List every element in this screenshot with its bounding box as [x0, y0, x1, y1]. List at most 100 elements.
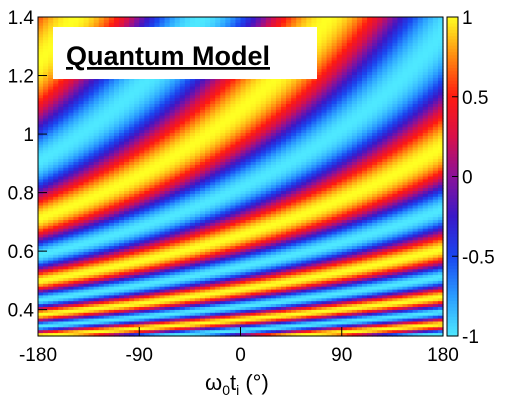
heatmap-cell [205, 83, 211, 88]
heatmap-cell [382, 185, 388, 189]
heatmap-cell [215, 115, 221, 120]
heatmap-cell [225, 156, 231, 160]
heatmap-cell [437, 182, 444, 186]
heatmap-cell [326, 133, 333, 137]
heatmap-cell [437, 173, 444, 178]
heatmap-cell [382, 17, 388, 21]
heatmap-cell [291, 121, 297, 125]
heatmap-cell [134, 22, 140, 27]
heatmap-cell [316, 133, 323, 137]
heatmap-cell [240, 22, 247, 27]
heatmap-cell [159, 130, 166, 134]
heatmap-cell [412, 121, 419, 125]
heatmap-cell [149, 115, 156, 120]
heatmap-cell [189, 176, 196, 180]
heatmap-cell [417, 101, 424, 105]
heatmap-cell [154, 141, 161, 146]
heatmap-cell [124, 22, 130, 27]
heatmap-cell [422, 133, 429, 137]
heatmap-cell [189, 138, 196, 143]
heatmap-cell [144, 112, 150, 117]
heatmap-cell [225, 106, 231, 111]
heatmap-cell [58, 147, 64, 151]
heatmap-cell [341, 185, 348, 189]
heatmap-cell [387, 92, 393, 96]
heatmap-cell [367, 34, 373, 38]
heatmap-cell [422, 72, 429, 76]
heatmap-cell [321, 176, 328, 180]
heatmap-cell [38, 31, 44, 35]
heatmap-cell [53, 176, 59, 180]
heatmap-cell [316, 150, 323, 154]
heatmap-cell [346, 101, 353, 105]
heatmap-cell [139, 191, 145, 195]
heatmap-cell [321, 22, 328, 27]
heatmap-cell [179, 95, 186, 99]
heatmap-cell [286, 191, 292, 195]
heatmap-cell [184, 118, 191, 122]
heatmap-cell [397, 173, 404, 178]
heatmap-cell [98, 162, 105, 166]
heatmap-cell [255, 153, 262, 157]
heatmap-cell [331, 109, 338, 114]
heatmap-cell [402, 63, 409, 67]
heatmap-cell [427, 19, 434, 24]
heatmap-cell [189, 173, 196, 178]
heatmap-cell [265, 101, 272, 105]
heatmap-cell [286, 176, 292, 180]
heatmap-cell [88, 77, 95, 82]
heatmap-cell [301, 17, 307, 21]
heatmap-cell [48, 188, 54, 192]
heatmap-cell [346, 162, 353, 166]
heatmap-cell [321, 95, 328, 99]
heatmap-cell [83, 89, 90, 93]
heatmap-cell [356, 156, 363, 160]
heatmap-cell [210, 86, 216, 91]
heatmap-cell [397, 17, 404, 21]
heatmap-cell [422, 115, 429, 120]
heatmap-cell [53, 170, 59, 175]
heatmap-cell [316, 124, 323, 128]
heatmap-cell [392, 48, 399, 53]
heatmap-cell [351, 48, 358, 53]
heatmap-cell [265, 127, 272, 131]
heatmap-cell [336, 48, 343, 53]
heatmap-cell [245, 19, 252, 24]
heatmap-cell [205, 147, 211, 151]
heatmap-cell [417, 135, 424, 140]
heatmap-cell [250, 144, 257, 149]
heatmap-cell [362, 106, 368, 111]
heatmap-cell [387, 138, 393, 143]
heatmap-cell [372, 188, 378, 192]
heatmap-cell [210, 112, 216, 117]
heatmap-cell [286, 95, 292, 99]
heatmap-cell [372, 43, 378, 47]
heatmap-cell [48, 130, 54, 134]
heatmap-cell [255, 167, 262, 172]
heatmap-cell [255, 182, 262, 186]
heatmap-cell [346, 173, 353, 178]
heatmap-cell [336, 127, 343, 131]
heatmap-cell [53, 83, 59, 88]
heatmap-cell [43, 118, 49, 122]
heatmap-cell [392, 60, 399, 64]
heatmap-cell [220, 17, 226, 21]
heatmap-cell [119, 133, 125, 137]
heatmap-cell [407, 141, 414, 146]
heatmap-cell [108, 193, 115, 198]
heatmap-cell [63, 147, 69, 151]
heatmap-cell [53, 95, 59, 99]
heatmap-cell [48, 98, 54, 102]
heatmap-cell [387, 98, 393, 102]
heatmap-cell [281, 80, 287, 85]
heatmap-cell [377, 57, 383, 62]
heatmap-cell [437, 193, 444, 198]
heatmap-cell [245, 150, 252, 154]
heatmap-cell [245, 86, 252, 91]
heatmap-cell [149, 130, 156, 134]
heatmap-cell [321, 173, 328, 178]
heatmap-cell [83, 144, 90, 149]
heatmap-cell [260, 150, 267, 154]
heatmap-cell [53, 22, 59, 27]
heatmap-cell [113, 162, 120, 166]
